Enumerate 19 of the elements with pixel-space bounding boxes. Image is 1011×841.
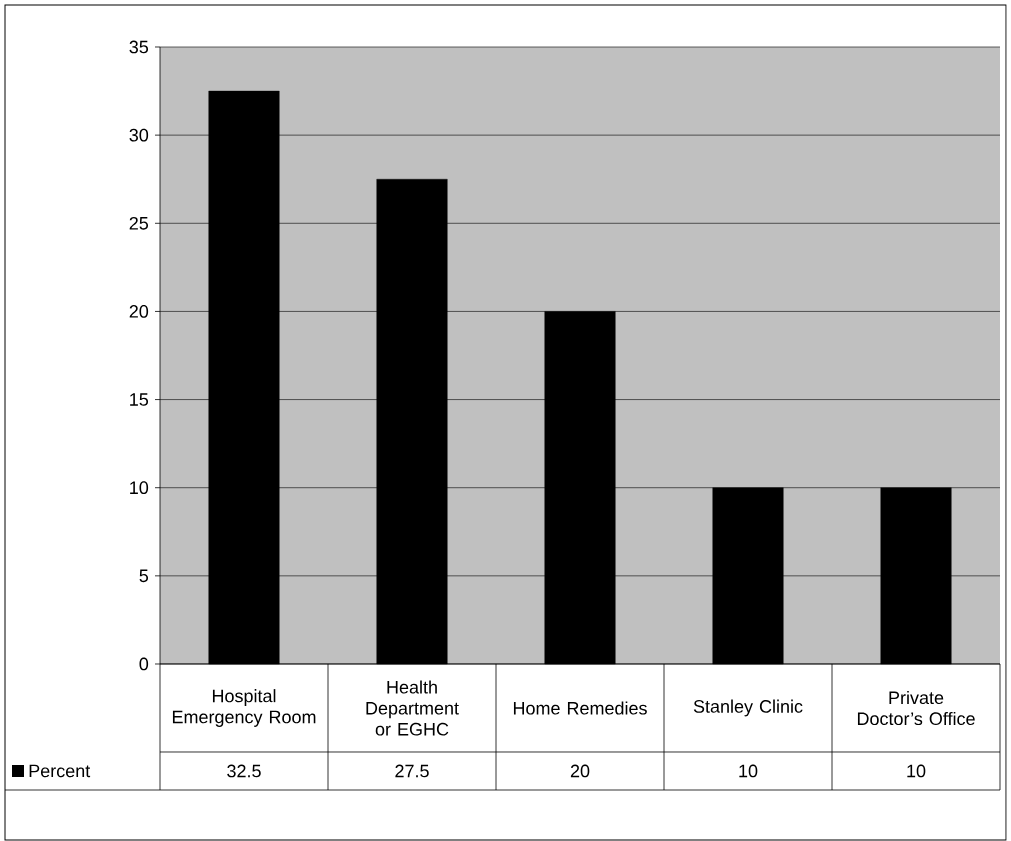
data-label: 10 [739,764,758,778]
y-tick-label: 25 [129,216,149,230]
x-tick-label: Home Remedies [513,701,647,715]
legend-label: Percent [29,764,91,778]
data-label: 10 [907,764,926,778]
x-tick-label: Hospital Emergency Room [172,689,316,727]
y-tick-label: 20 [129,305,149,318]
data-label: 32.5 [227,764,261,778]
y-tick-label: 15 [130,393,149,406]
x-tick-label: Private Doctor’s Office [857,690,975,726]
data-label: 27.5 [395,764,429,778]
y-tick-label: 5 [139,569,149,583]
y-tick-label: 10 [130,481,149,495]
y-tick-label: 0 [139,657,149,671]
x-tick-label: Health Department or EGHC [366,680,459,736]
x-tick-label: Stanley Clinic [693,699,803,717]
y-tick-label: 30 [129,128,149,142]
y-tick-label: 35 [129,40,149,54]
data-label: 20 [570,764,590,778]
